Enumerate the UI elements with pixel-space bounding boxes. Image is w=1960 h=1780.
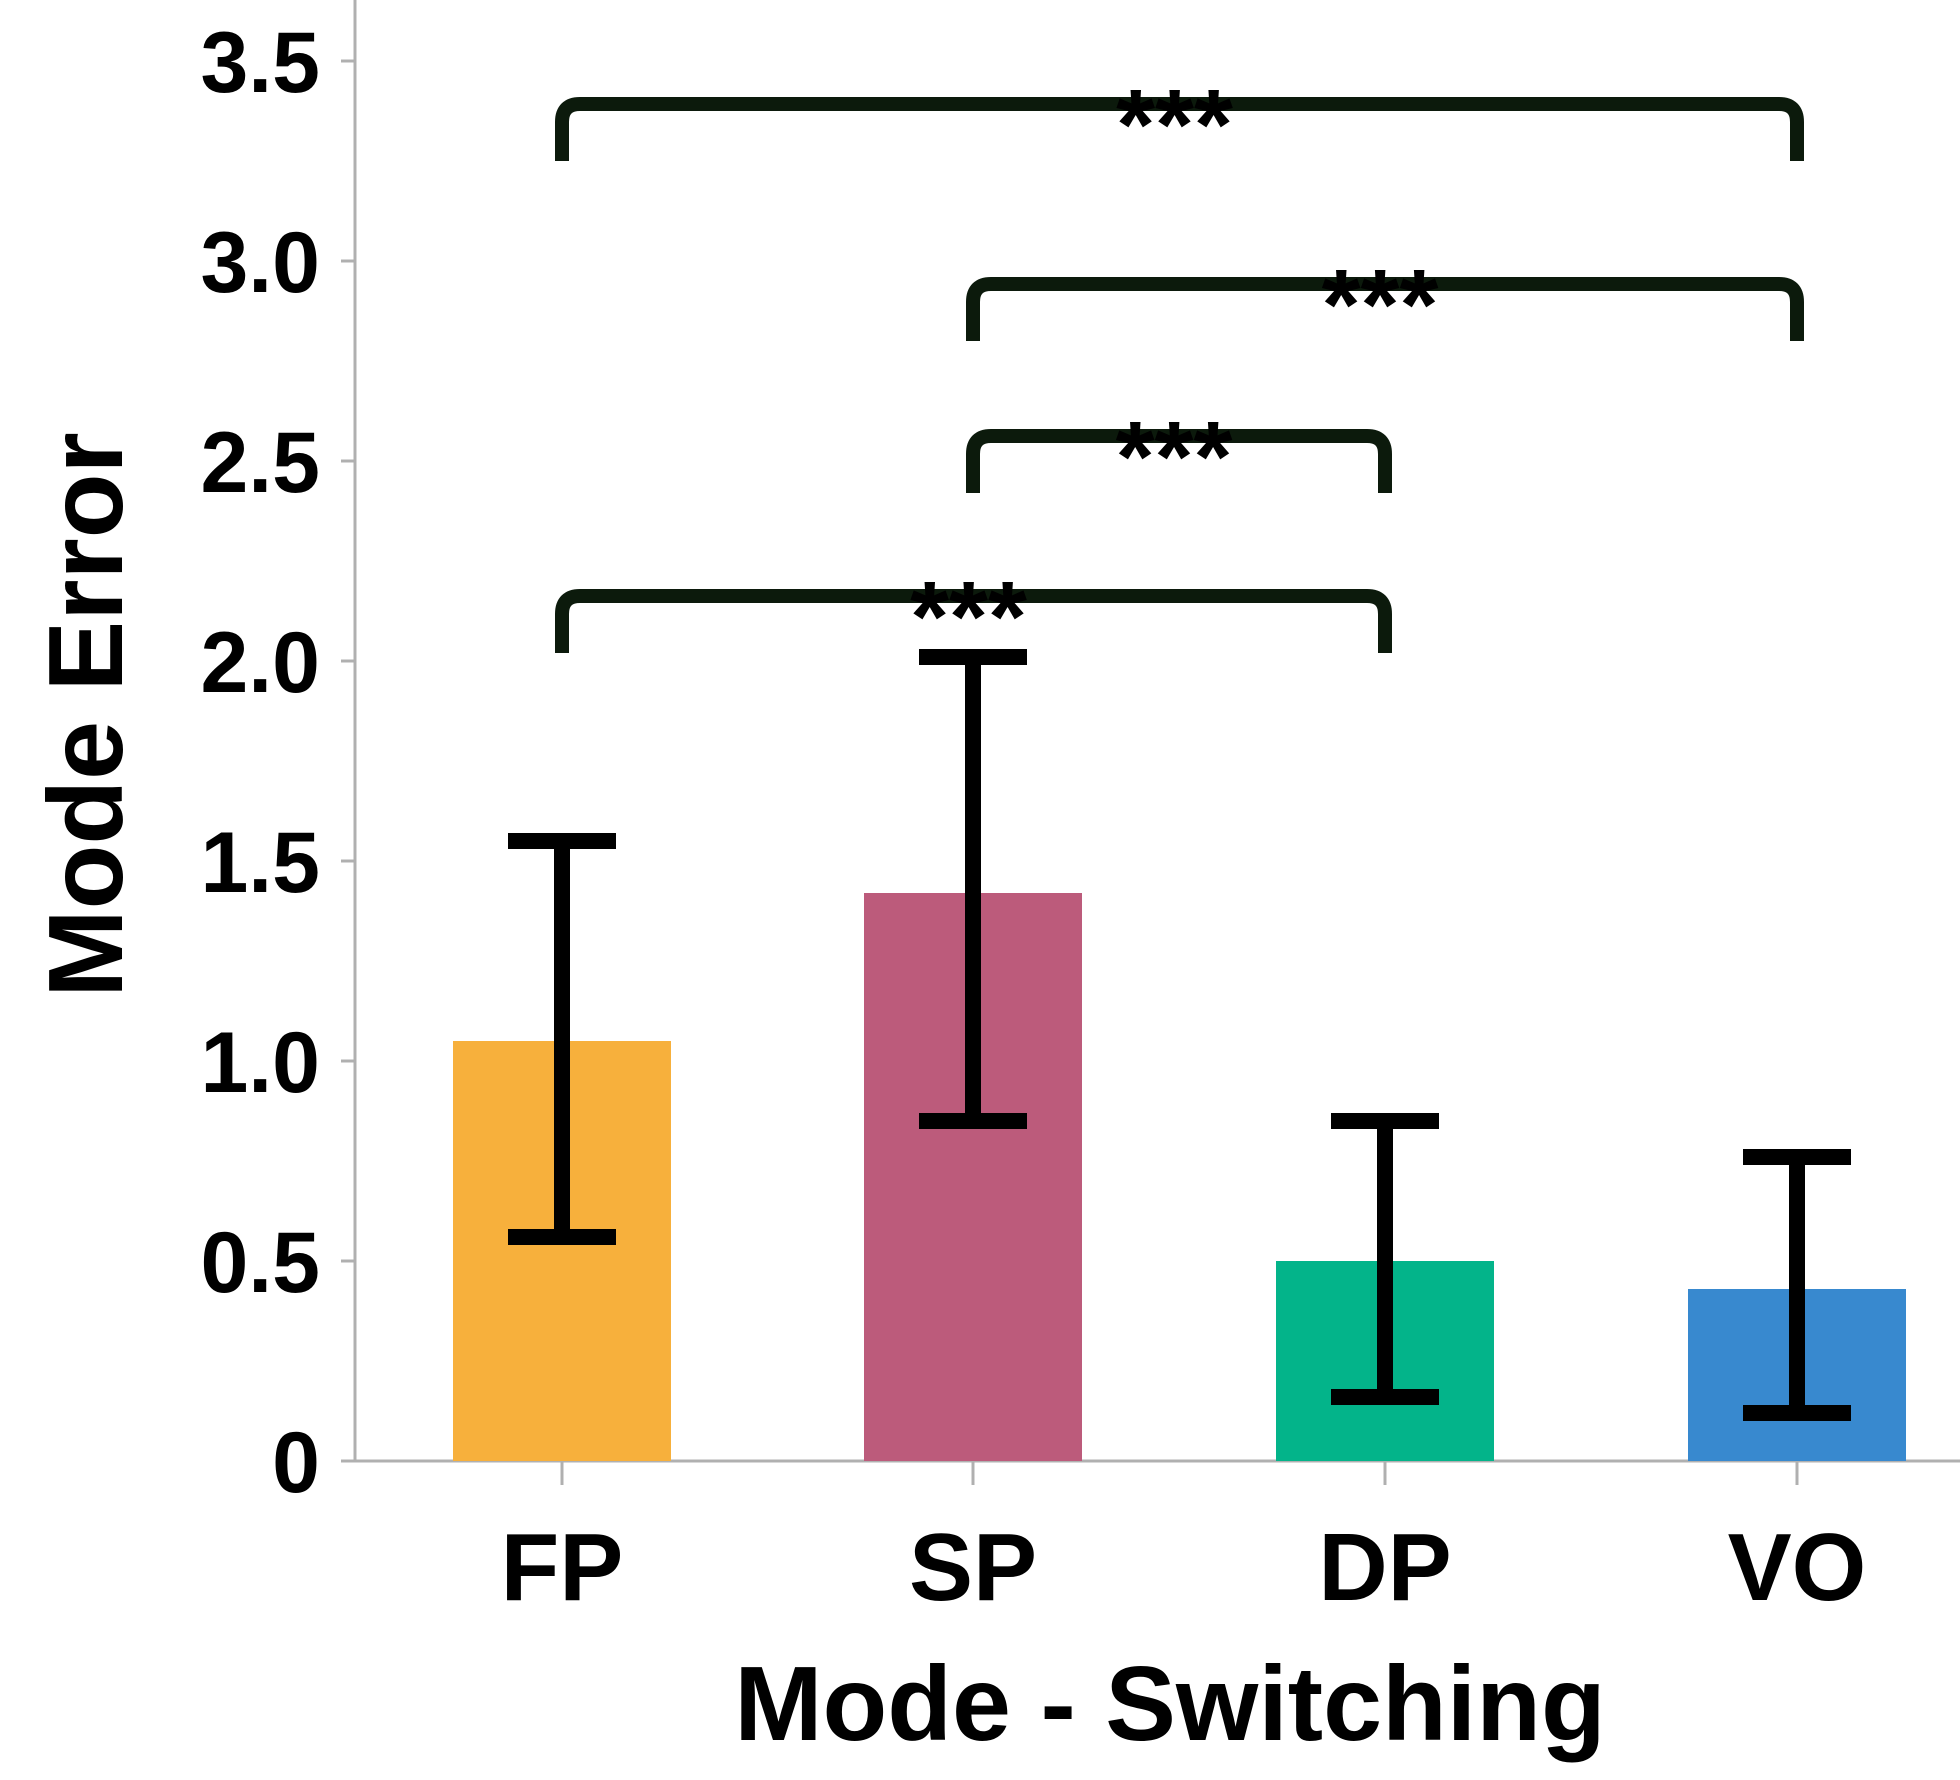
significance-bracket-1 [555,97,1804,161]
y-tick-label: 2.0 [200,615,320,711]
significance-label-3: *** [1116,401,1233,513]
x-tick-label-vo: VO [1728,1514,1867,1621]
x-tick-label-dp: DP [1318,1514,1451,1621]
y-tick-label: 3.5 [200,15,320,111]
x-tick-label-sp: SP [909,1514,1037,1621]
significance-bracket-2 [966,277,1804,341]
significance-label-2: *** [1322,249,1439,361]
y-tick-label: 0 [272,1415,320,1511]
significance-label-4: *** [910,561,1027,673]
y-tick-label: 1.5 [200,815,320,911]
y-tick-label: 0.5 [200,1215,320,1311]
significance-label-1: *** [1116,69,1233,181]
y-tick-label: 1.0 [200,1015,320,1111]
x-tick-label-fp: FP [501,1514,624,1621]
significance-bracket-3 [966,429,1392,493]
x-axis-title: Mode - Switching [734,1645,1606,1763]
significance-bracket-4 [555,589,1392,653]
y-tick-label: 2.5 [200,415,320,511]
y-tick-label: 3.0 [200,215,320,311]
y-axis-title: Mode Error [27,432,145,997]
